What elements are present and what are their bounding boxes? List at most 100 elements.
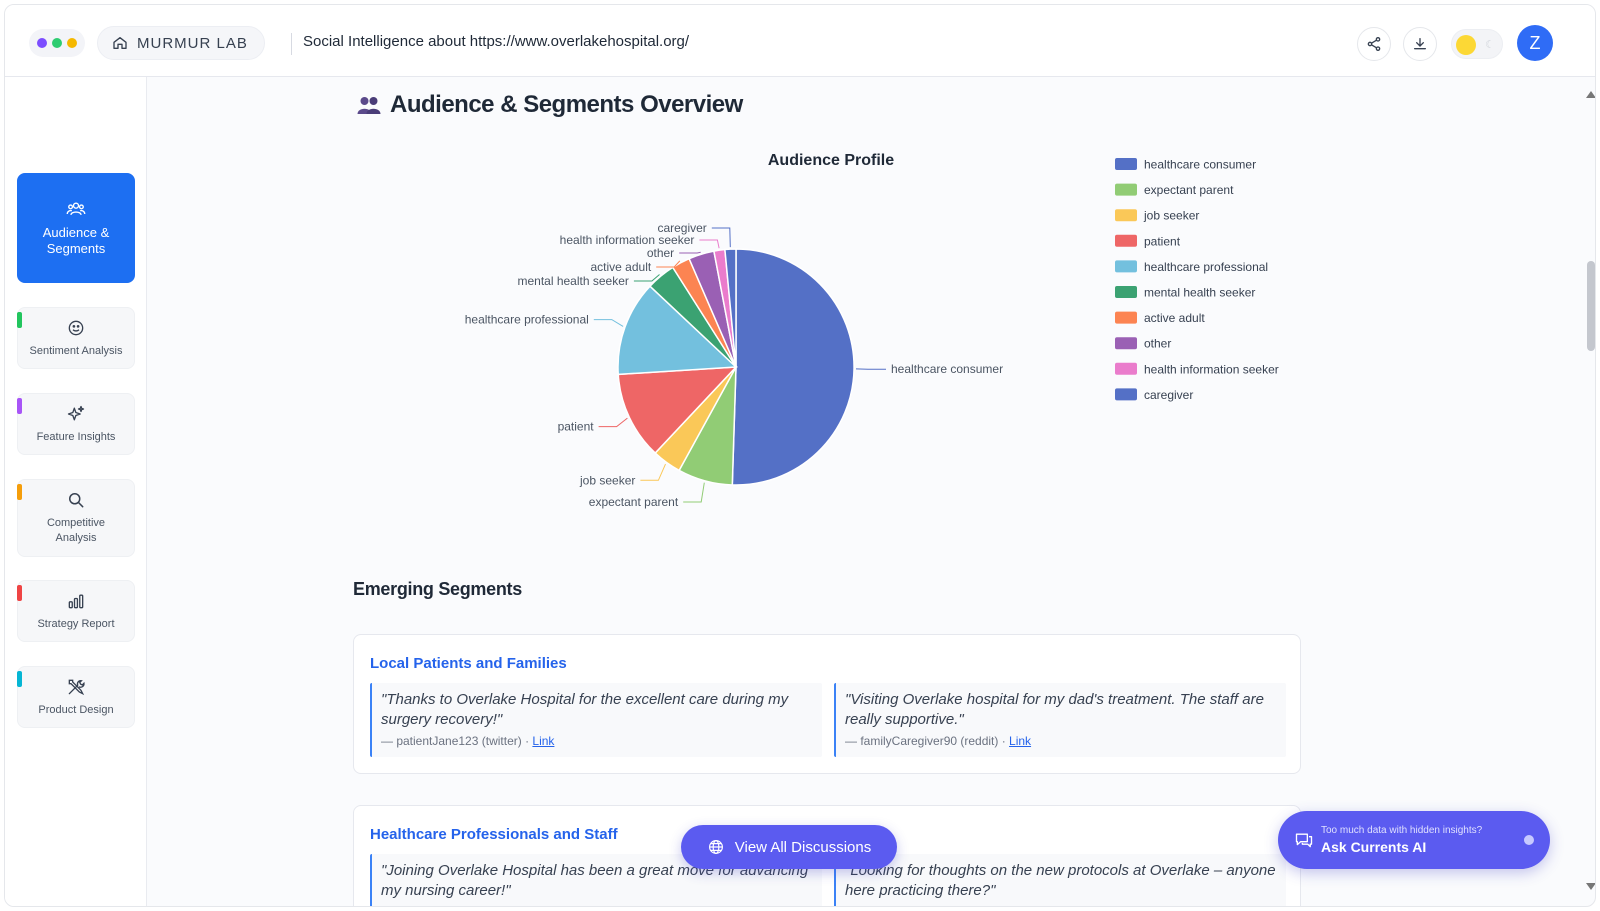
pie-leader-line [679,251,701,254]
quote-meta: — patientJane123 (twitter) · Link [381,734,813,748]
dot-purple [37,38,47,48]
download-button[interactable] [1403,27,1437,61]
legend-item[interactable]: other [1144,337,1171,351]
quote-text: "Thanks to Overlake Hospital for the exc… [381,691,789,728]
sidebar-item-product-design[interactable]: Product Design [17,666,135,728]
pie-leader-line [598,417,628,428]
smile-icon [68,320,84,335]
main-content: Audience & Segments Overview Audience Pr… [148,77,1595,906]
audience-profile-chart: Audience Profile healthcare consumer expe… [465,152,1279,509]
quote-card: "Visiting Overlake hospital for my dad's… [834,683,1286,757]
segment-card: Local Patients and Families "Thanks to O… [353,634,1301,774]
sidebar-item-audience[interactable]: Audience & Segments [17,173,135,283]
page-title: Social Intelligence about https://www.ov… [303,33,690,50]
brand-name: MURMUR LAB [137,34,248,52]
users-emoji-icon [357,97,381,114]
search-icon [69,493,84,508]
scrollbar[interactable] [1585,81,1595,906]
legend-swatch [1115,158,1137,170]
window-dots [29,29,85,57]
accent-bar [17,585,22,601]
pie-slice-caregiver[interactable] [724,248,737,368]
dot-yellow [67,38,77,48]
view-all-label: View All Discussions [734,838,872,856]
pie-slice-patient[interactable] [617,366,738,455]
home-icon [113,37,127,49]
home-button[interactable]: MURMUR LAB [97,26,265,60]
pie-leader-line [699,239,720,249]
legend-swatch [1115,286,1137,298]
legend-item[interactable]: expectant parent [1144,183,1234,197]
theme-toggle[interactable]: ☾ [1451,29,1503,59]
legend-item[interactable]: caregiver [1144,388,1193,402]
share-icon [1367,37,1381,51]
emerging-segments-title: Emerging Segments [353,579,522,599]
sidebar-item-competitive[interactable]: Competitive Analysis [17,479,135,557]
pie-label: mental health seeker [517,274,628,288]
sidebar-item-label: Product Design [38,703,114,716]
avatar[interactable]: Z [1517,25,1553,61]
legend-item[interactable]: job seeker [1143,209,1199,223]
quote-author: — familyCaregiver90 (reddit) · [845,734,1010,748]
sidebar-item-strategy[interactable]: Strategy Report [17,580,135,642]
pie-leader-line [711,227,731,248]
globe-icon [708,840,723,854]
legend-item[interactable]: mental health seeker [1144,286,1255,300]
segment-title[interactable]: Local Patients and Families [370,655,567,672]
share-button[interactable] [1357,27,1391,61]
quote-text: "Visiting Overlake hospital for my dad's… [845,691,1264,728]
bar-chart-icon [68,594,84,608]
pie-label: active adult [590,260,651,274]
pie-label: healthcare consumer [891,362,1003,376]
chart-title: Audience Profile [768,152,894,169]
legend-item[interactable]: healthcare professional [1144,260,1268,274]
ask-ai-button[interactable]: Too much data with hidden insights? Ask … [1278,811,1550,869]
legend-swatch [1115,183,1137,196]
quote-meta: — familyCaregiver90 (reddit) · Link [845,734,1277,748]
quote-link[interactable]: Link [532,734,555,748]
sidebar-item-sentiment[interactable]: Sentiment Analysis [17,307,135,369]
pie-label: healthcare professional [465,313,589,327]
top-bar: MURMUR LAB Social Intelligence about htt… [5,5,1595,77]
pie-slice-healthcare-professional[interactable] [617,285,738,376]
pie-label: caregiver [657,221,706,235]
pie-leader-line [656,260,681,268]
pie-label: patient [558,420,595,434]
quote-author: — patientJane123 (twitter) · [381,734,533,748]
pie-leader-line [640,463,666,481]
legend-swatch [1115,234,1137,247]
moon-icon: ☾ [1485,39,1495,51]
sidebar-item-feature-insights[interactable]: Feature Insights [17,393,135,455]
pie-label: expectant parent [589,495,679,509]
sparkles-icon [67,405,85,420]
ask-ai-subtitle: Too much data with hidden insights? [1321,825,1483,836]
segment-title[interactable]: Healthcare Professionals and Staff [370,826,618,843]
pie-leader-line [593,319,624,327]
pie-slice-healthcare-consumer[interactable] [731,248,855,486]
legend-swatch [1115,260,1137,273]
pie-label: other [647,246,674,260]
sun-icon [1456,35,1476,55]
users-icon [66,202,86,216]
legend-item[interactable]: health information seeker [1144,362,1279,376]
download-icon [1414,38,1426,50]
sidebar-item-label: Strategy Report [37,617,115,630]
legend-item[interactable]: patient [1144,234,1181,248]
sidebar: Audience & Segments Sentiment Analysis F… [5,77,147,906]
quote-link[interactable]: Link [1009,734,1032,748]
scroll-up-icon[interactable] [1586,91,1595,98]
accent-bar [17,484,22,500]
sidebar-item-label: Audience & Segments [42,225,110,256]
scroll-thumb[interactable] [1587,261,1595,351]
accent-bar [17,312,22,328]
tools-icon [68,679,85,695]
legend-item[interactable]: healthcare consumer [1144,158,1256,172]
legend-item[interactable]: active adult [1144,311,1205,325]
view-all-discussions-button[interactable]: View All Discussions [681,825,897,869]
pie-label: job seeker [579,473,635,487]
pie-label: health information seeker [560,233,695,247]
header-divider [291,33,292,55]
legend-swatch [1115,388,1137,401]
scroll-down-icon[interactable] [1586,883,1595,890]
status-dot [1524,835,1534,845]
